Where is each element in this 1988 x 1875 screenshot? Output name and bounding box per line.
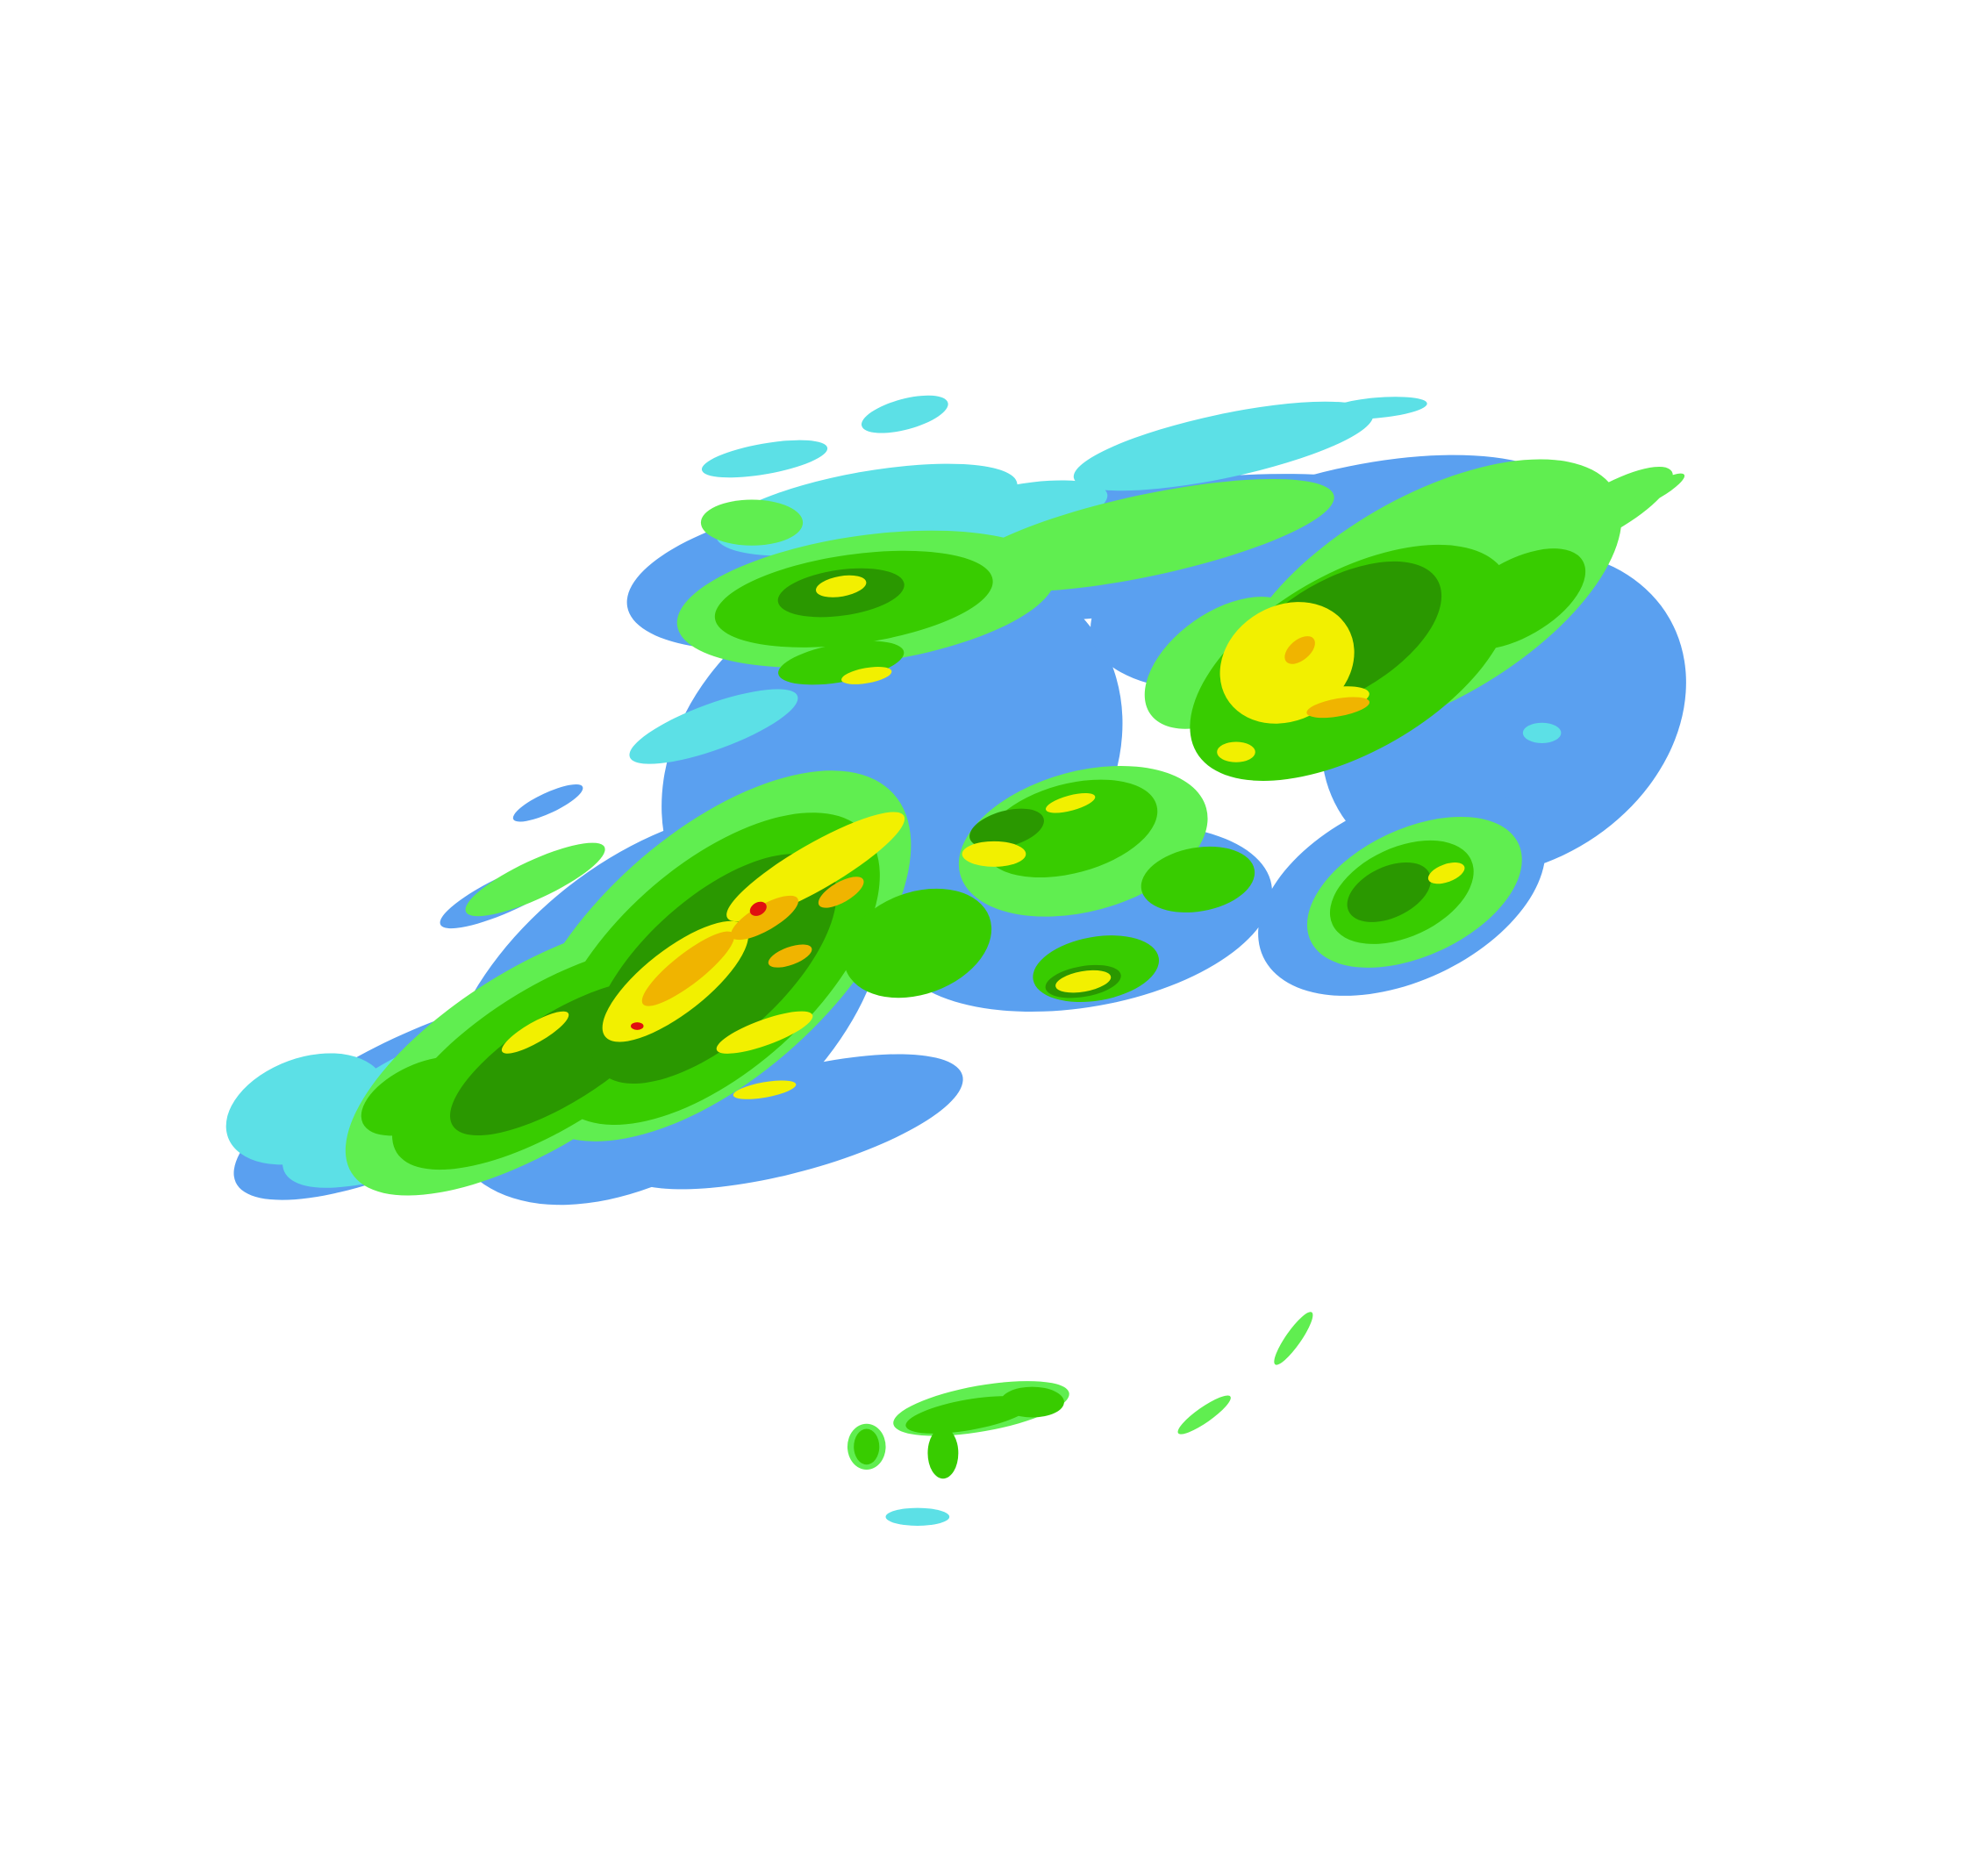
echo-light-green bbox=[1274, 1312, 1313, 1365]
echo-cyan bbox=[1073, 401, 1374, 491]
echo-yellow bbox=[1217, 741, 1255, 762]
echo-green bbox=[1447, 548, 1586, 650]
echo-green bbox=[927, 1428, 959, 1479]
echo-orange bbox=[1306, 697, 1369, 719]
echo-cyan bbox=[701, 440, 828, 478]
echo-yellow bbox=[1055, 970, 1112, 993]
echo-light-green bbox=[700, 499, 804, 546]
echo-yellow bbox=[841, 667, 892, 684]
echo-yellow bbox=[716, 1011, 813, 1054]
echo-dark-green bbox=[1347, 862, 1431, 922]
echo-green bbox=[1141, 846, 1255, 912]
echo-orange bbox=[818, 877, 864, 908]
echo-red bbox=[631, 1022, 644, 1030]
echo-green bbox=[1000, 1386, 1064, 1418]
echo-yellow bbox=[733, 1080, 797, 1099]
echo-light-blue bbox=[617, 1054, 963, 1190]
echo-yellow bbox=[726, 812, 905, 922]
echo-green bbox=[905, 1396, 1032, 1434]
echo-dark-green bbox=[969, 808, 1044, 848]
echo-green bbox=[854, 1428, 880, 1465]
echo-light-green bbox=[465, 842, 605, 917]
echo-light-blue bbox=[512, 784, 583, 822]
echo-orange bbox=[641, 931, 734, 1006]
echo-light-green bbox=[1628, 473, 1685, 508]
echo-yellow bbox=[1046, 792, 1096, 813]
echo-orange bbox=[731, 895, 798, 941]
echo-cyan bbox=[1325, 397, 1427, 419]
echo-yellow bbox=[816, 575, 867, 598]
echo-cyan bbox=[885, 1507, 950, 1526]
echo-yellow bbox=[962, 841, 1026, 867]
reflectivity-layer-orange bbox=[641, 636, 1369, 1006]
echo-red bbox=[749, 901, 767, 916]
echo-orange bbox=[768, 944, 812, 968]
echo-yellow bbox=[1427, 862, 1465, 884]
echo-green bbox=[843, 888, 992, 998]
echo-yellow bbox=[501, 1011, 569, 1054]
echo-green bbox=[983, 779, 1158, 878]
echo-orange bbox=[1284, 636, 1315, 664]
echo-cyan bbox=[629, 689, 798, 764]
echo-light-green bbox=[1538, 466, 1673, 554]
echo-cyan bbox=[1522, 722, 1562, 743]
echo-light-green bbox=[1177, 1395, 1231, 1435]
reflectivity-layer-red bbox=[631, 901, 767, 1030]
echo-light-green bbox=[959, 478, 1334, 592]
echo-cyan bbox=[862, 395, 948, 433]
